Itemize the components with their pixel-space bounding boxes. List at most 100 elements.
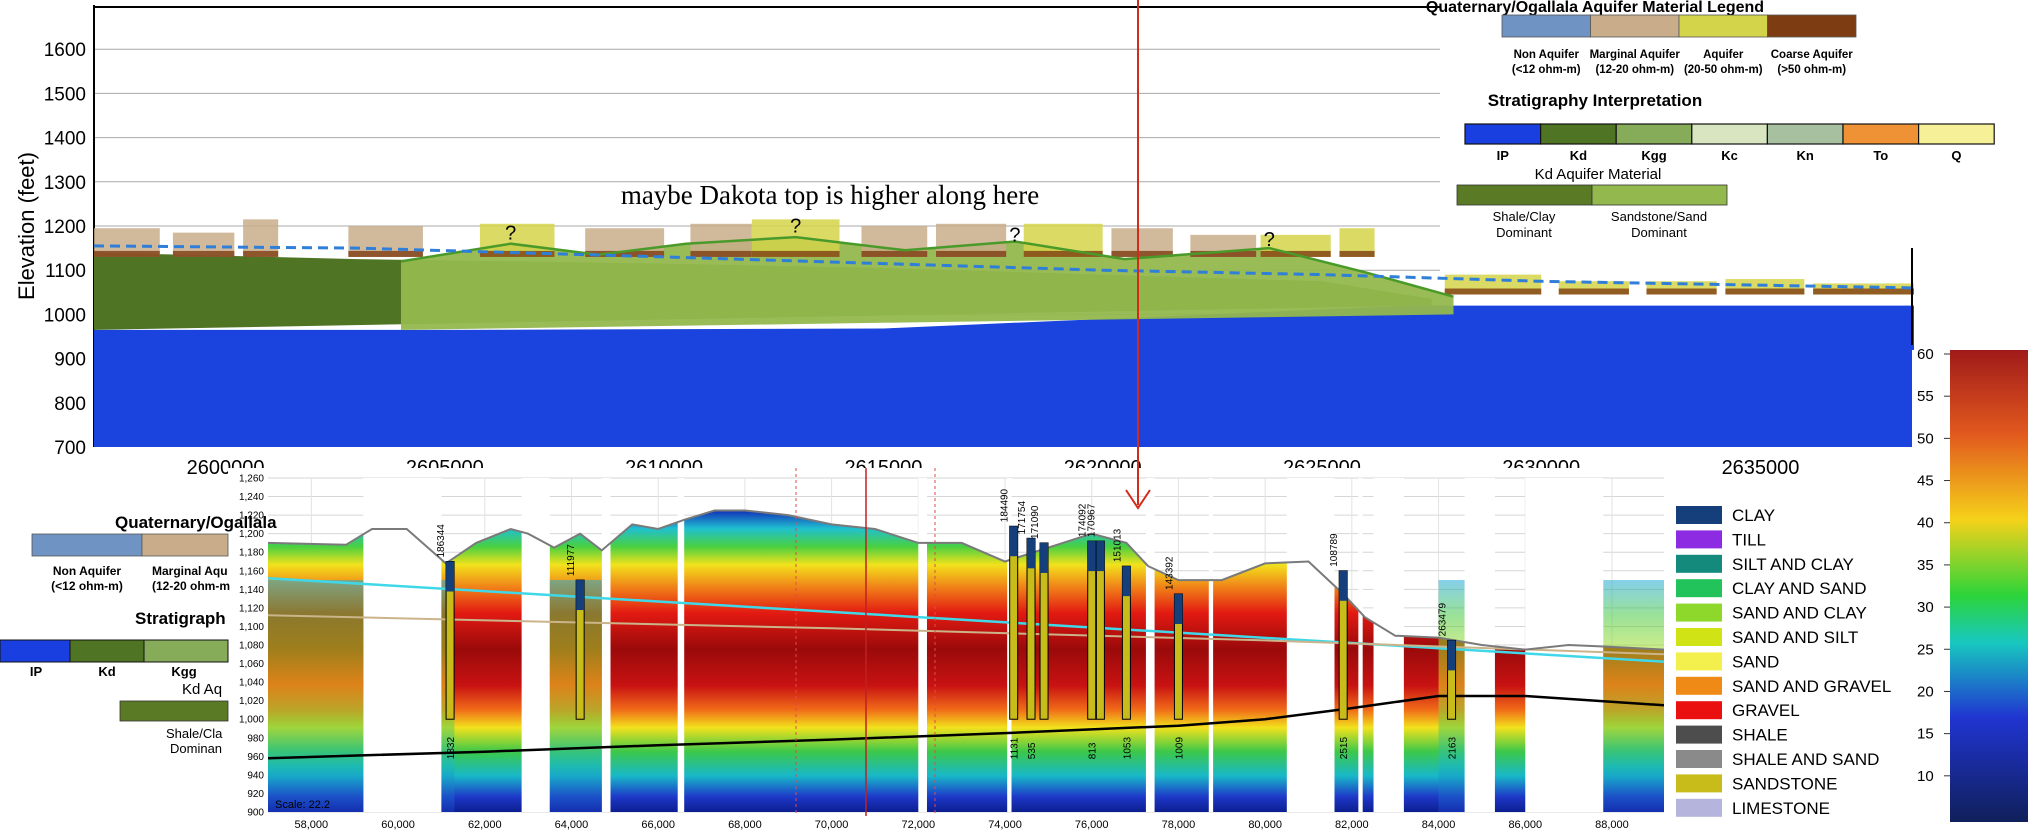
colorbar-tick-label: 60 (1917, 346, 1934, 363)
coarse-aquifer-strip (1725, 288, 1805, 295)
well-depth-label: 1131 (1010, 737, 1021, 759)
lithology-legend: CLAY TILL SILT AND CLAY CLAY AND SAND SAND A… (1676, 506, 1891, 818)
res-x-tick-label: 72,000 (901, 819, 935, 831)
overlay-kd-label-2: Dominan (170, 741, 222, 756)
res-x-tick-label: 84,000 (1422, 819, 1456, 831)
top-y-tick-label: 1500 (44, 84, 86, 105)
res-y-tick-label: 940 (247, 770, 264, 781)
aquifer-legend-swatch (1767, 14, 1857, 38)
water-table-line (268, 576, 1664, 663)
top-y-tick-label: 1600 (44, 40, 86, 61)
res-x-tick-label: 86,000 (1508, 819, 1542, 831)
colorbar-tick-label: 35 (1917, 557, 1934, 574)
overlay-kd-label-1: Shale/Cla (166, 726, 223, 741)
lith-legend-label: TILL (1732, 530, 1766, 549)
res-y-tick-label: 1,040 (239, 678, 264, 689)
well-id-label: 263479 (1438, 603, 1449, 637)
coarse-aquifer-strip (1111, 250, 1173, 257)
overlay-strat-ip (0, 639, 71, 663)
res-y-tick-label: 900 (247, 808, 264, 819)
res-x-tick-label: 70,000 (815, 819, 849, 831)
colorbar-tick-label: 15 (1917, 726, 1934, 743)
lith-legend-swatch (1676, 725, 1722, 744)
overlay-strat-kgg (143, 639, 229, 663)
res-x-tick-label: 60,000 (381, 819, 415, 831)
aquifer-legend-label: Marginal Aquifer (1590, 49, 1681, 61)
lith-legend-label: CLAY (1732, 506, 1775, 525)
resistivity-image (268, 478, 1664, 812)
well-id-label: 151013 (1112, 528, 1123, 562)
resistivity-colorbar: 60 55 50 45 40 35 30 25 20 15 10 (1912, 346, 2028, 822)
res-y-tick-label: 1,200 (239, 529, 264, 540)
kd-legend-swatch (1591, 184, 1728, 206)
well-clay-segment (576, 580, 585, 611)
strat-legend-label: Kn (1797, 148, 1814, 163)
kd-sandstone-dominant-layer (400, 237, 1454, 330)
lith-legend-label: SAND AND GRAVEL (1732, 677, 1891, 696)
well-id-label: 111977 (566, 544, 577, 576)
data-gap (601, 478, 611, 812)
res-x-tick-label: 58,000 (295, 819, 329, 831)
resistivity-x-axis: 58,000 60,000 62,000 64,000 66,000 68,000 70,0… (295, 819, 1629, 831)
top-y-tick-label: 900 (54, 350, 86, 371)
kd-legend-swatch (1456, 184, 1593, 206)
overlay-strat-title: Stratigraph (135, 609, 226, 628)
kd-legend-title: Kd Aquifer Material (1535, 166, 1662, 183)
lith-legend-label: CLAY AND SAND (1732, 579, 1866, 598)
aquifer-legend-label: Coarse Aquifer (1771, 49, 1854, 61)
top-y-tick-label: 1100 (45, 261, 86, 282)
res-x-tick-label: 62,000 (468, 819, 502, 831)
overlay-legend-title: Quaternary/Ogallala (115, 513, 277, 532)
lith-legend-label: SILT AND CLAY (1732, 555, 1854, 574)
resistivity-y-axis: 1,260 1,240 1,220 1,200 1,180 1,160 1,140 1,120… (239, 474, 264, 819)
top-y-tick-label: 1000 (44, 305, 86, 326)
top-section-layers (94, 219, 1914, 447)
lith-legend-label: SAND AND CLAY (1732, 604, 1867, 623)
strat-legend-label: Kd (1570, 148, 1587, 163)
well-id-label: 108789 (1329, 533, 1340, 567)
kgg-outline-line (400, 235, 1454, 298)
lith-legend-swatch (1676, 652, 1722, 671)
aquifer-legend-swatches: Non Aquifer (<12 ohm-m) Marginal Aquifer (1… (1501, 14, 1857, 76)
well-id-label: 170967 (1086, 503, 1097, 537)
res-y-tick-label: 1,100 (239, 622, 264, 633)
res-x-tick-label: 80,000 (1248, 819, 1282, 831)
lith-legend-swatch (1676, 603, 1722, 622)
question-marks: ???? (505, 216, 1275, 251)
well-depth-label: 2515 (1339, 737, 1350, 760)
coarse-aquifer-strip (1813, 288, 1914, 295)
well-id-label: 184490 (1000, 488, 1011, 522)
res-y-tick-label: 1,180 (239, 548, 264, 559)
res-y-tick-label: 1,160 (239, 566, 264, 577)
well-depth-label: 1332 (446, 737, 457, 760)
colorbar-tick-label: 10 (1917, 768, 1934, 785)
ground-surface-line (268, 509, 1664, 651)
colorbar-tick-label: 40 (1917, 515, 1934, 532)
overlay-strat-kd (69, 639, 145, 663)
lith-legend-swatch (1676, 530, 1722, 549)
ip-basement-layer (94, 305, 1914, 447)
overlay-kd-swatch (119, 700, 229, 722)
resistivity-section-panel: 186344 1332 111977 184490 1131 171754 535 17109… (228, 468, 1668, 831)
res-y-tick-label: 980 (247, 733, 264, 744)
colorbar-tick-label: 45 (1917, 473, 1934, 490)
strat-legend-swatch (1766, 123, 1844, 145)
kd-legend-label: Shale/Clay (1493, 209, 1556, 224)
well-clay-segment (1174, 593, 1183, 624)
overlay-item-0-range: (<12 ohm-m) (51, 579, 123, 593)
aquifer-legend-title: Quaternary/Ogallala Aquifer Material Leg… (1426, 0, 1764, 16)
strat-legend-label: IP (1497, 148, 1510, 163)
overlay-swatch-marginal (141, 533, 229, 557)
coarse-aquifer-strip (1646, 288, 1717, 295)
question-mark: ? (790, 216, 801, 238)
aquifer-block (243, 219, 279, 257)
colorbar-gradient (1950, 350, 2028, 822)
res-y-tick-label: 920 (247, 789, 264, 800)
well-clay-segment (1027, 538, 1036, 569)
well-depth-label: 1053 (1122, 737, 1133, 760)
aquifer-legend-label: Non Aquifer (1514, 49, 1580, 61)
well-clay-segment (1339, 570, 1348, 601)
aquifer-legend-swatch (1501, 14, 1591, 38)
